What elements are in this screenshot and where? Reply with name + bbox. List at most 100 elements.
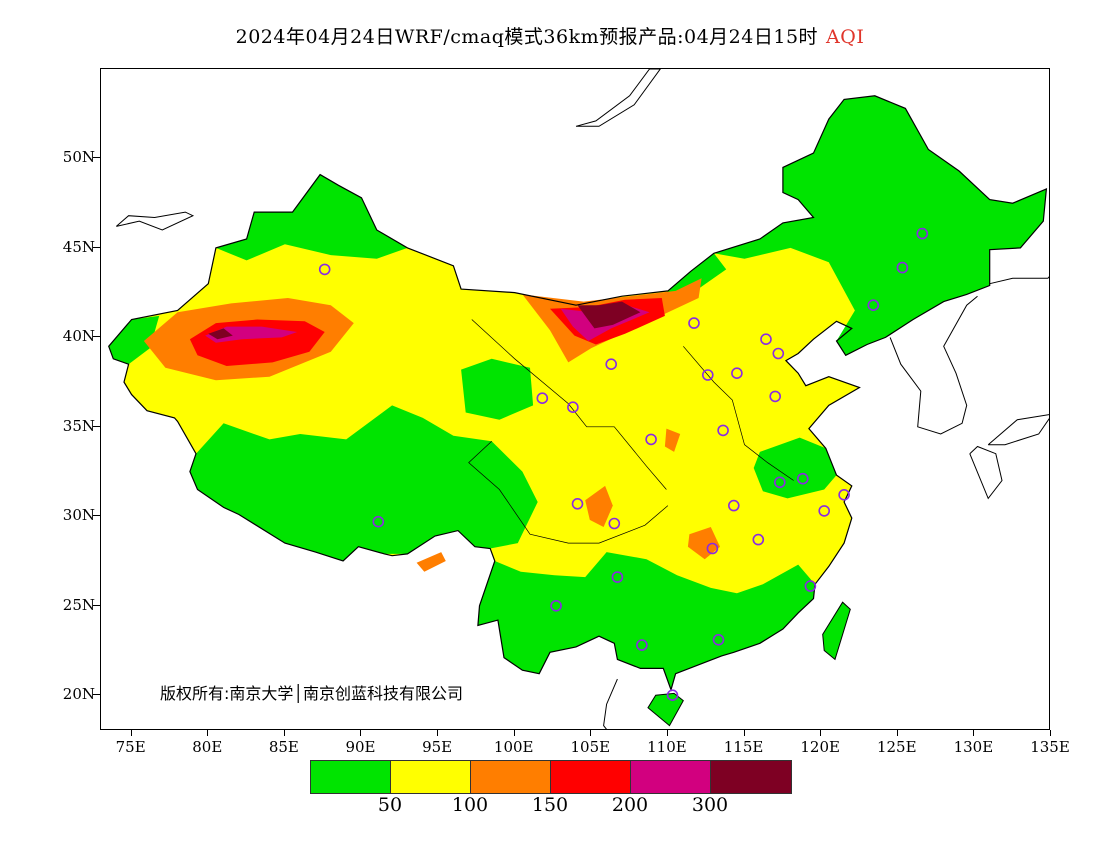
lon-tick-mark [896, 730, 898, 736]
lon-tick-label: 100E [493, 738, 534, 756]
station-marker [636, 639, 648, 651]
internal-border-hint-2 [683, 346, 794, 481]
station-marker [706, 542, 719, 555]
lon-tick-label: 105E [570, 738, 611, 756]
maroon-zone-alxa [577, 301, 641, 329]
station-marker [712, 633, 725, 646]
lat-tick-mark [93, 515, 100, 517]
lon-tick-label: 80E [192, 738, 223, 756]
station-marker [818, 505, 831, 517]
japan-honshu-coastline [987, 414, 1049, 446]
station-marker [536, 392, 549, 405]
station-marker [717, 424, 729, 437]
orange-zone-tibet-southeast [416, 552, 446, 572]
lat-tick-label: 35N [62, 416, 95, 435]
aqi-legend-bar [310, 760, 792, 794]
lon-tick-mark [590, 730, 592, 736]
lat-tick-mark [93, 336, 100, 338]
legend-swatch-very-unhealthy [631, 761, 711, 793]
lon-tick-label: 95E [422, 738, 453, 756]
lon-tick-mark [130, 730, 132, 736]
green-zone-qinghai [461, 358, 534, 420]
copyright-notice: 版权所有:南京大学│南京创蓝科技有限公司 [160, 684, 464, 703]
orange-zone-sichuan [585, 485, 613, 527]
station-marker [571, 497, 584, 510]
green-zone-inner-mongolia-strip [660, 253, 727, 298]
map-title-text: 2024年04月24日WRF/cmaq模式36km预报产品:04月24日15时 [235, 26, 819, 48]
internal-border-hint-3 [468, 440, 669, 544]
station-marker [896, 261, 909, 274]
baikal-lake-outline [575, 69, 661, 127]
station-marker [804, 580, 817, 592]
station-marker [372, 515, 385, 528]
station-marker [611, 571, 624, 583]
lon-tick-label: 90E [345, 738, 376, 756]
maroon-zone-taklamakan [208, 328, 233, 340]
green-zone-west-edge [108, 315, 160, 365]
internal-border-hint [471, 319, 667, 490]
korea-coastline [889, 295, 978, 435]
station-marker [727, 499, 740, 512]
station-marker [772, 347, 785, 360]
legend-threshold-label: 50 [377, 794, 403, 816]
lon-tick-mark [1050, 730, 1051, 736]
station-marker [605, 358, 618, 371]
green-zone-tibet-plateau [189, 405, 538, 561]
station-marker [838, 488, 850, 501]
lon-tick-label: 135E [1030, 738, 1070, 756]
green-zone-north-xinjiang [215, 174, 408, 261]
lat-tick-mark [93, 425, 100, 427]
legend-swatch-unhealthy-sensitive [471, 761, 551, 793]
station-marker [550, 599, 562, 612]
legend-swatch-hazardous [711, 761, 791, 793]
lon-tick-label: 110E [647, 738, 687, 756]
station-marker [567, 401, 579, 414]
station-marker [688, 317, 700, 329]
legend-swatch-moderate [391, 761, 471, 793]
lon-tick-mark [207, 730, 209, 736]
taiwan-island [822, 601, 851, 661]
lat-tick-label: 40N [62, 327, 95, 346]
station-marker [752, 533, 765, 546]
balkhash-lake-outline [115, 211, 195, 231]
china-border-outline [108, 95, 1048, 692]
lat-tick-label: 30N [62, 506, 95, 525]
green-zone-southwest [477, 552, 815, 690]
station-marker [773, 476, 786, 489]
lon-tick-mark [360, 730, 362, 736]
legend-threshold-label: 100 [451, 794, 489, 816]
station-marker [608, 517, 621, 530]
lat-tick-mark [93, 157, 100, 159]
lat-tick-label: 25N [62, 595, 95, 614]
lon-tick-mark [820, 730, 822, 736]
map-title: 2024年04月24日WRF/cmaq模式36km预报产品:04月24日15时 A… [0, 22, 1100, 49]
legend-threshold-label: 200 [611, 794, 649, 816]
japan-kyushu-coastline [969, 445, 1003, 500]
legend-threshold-label: 300 [691, 794, 729, 816]
station-marker [731, 367, 743, 380]
lon-tick-mark [437, 730, 439, 736]
orange-zone-hunan [687, 527, 720, 560]
lon-tick-label: 130E [953, 738, 994, 756]
station-marker [666, 689, 679, 702]
legend-swatch-good [311, 761, 391, 793]
lon-tick-label: 85E [268, 738, 299, 756]
lon-tick-label: 75E [115, 738, 146, 756]
lon-tick-label: 125E [876, 738, 917, 756]
station-marker [796, 472, 809, 485]
vietnam-coastline [603, 678, 618, 729]
lon-tick-mark [513, 730, 515, 736]
orange-zone-henan [664, 428, 681, 452]
green-zone-northeast [713, 95, 1047, 356]
purple-zone-taklamakan [205, 326, 298, 343]
variable-label: AQI [826, 26, 865, 48]
lon-tick-label: 120E [800, 738, 840, 756]
lon-tick-mark [283, 730, 285, 736]
lon-tick-mark [666, 730, 668, 736]
lat-tick-label: 45N [62, 237, 95, 256]
station-marker [867, 299, 880, 311]
station-marker [318, 263, 331, 276]
lat-tick-mark [93, 694, 100, 696]
station-marker [769, 390, 782, 403]
hainan-island [647, 692, 684, 727]
